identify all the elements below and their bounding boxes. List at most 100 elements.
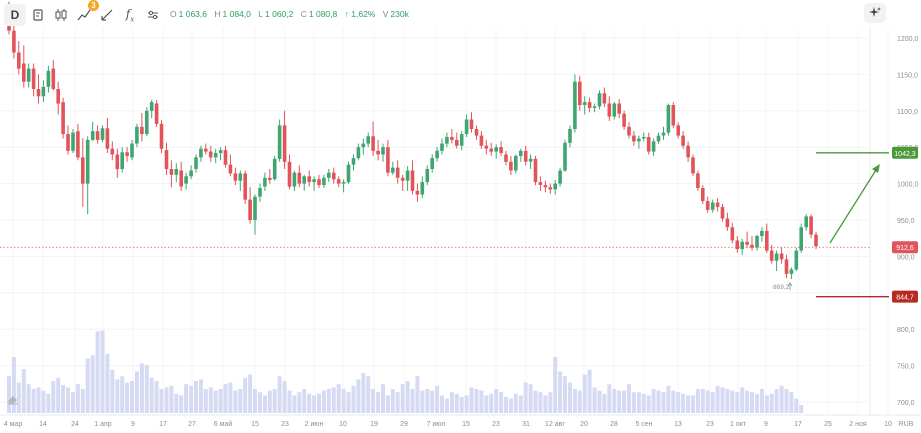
candle-body [573,81,577,129]
eraser-button[interactable] [5,392,21,406]
time-tick-label: 31 [522,421,530,428]
candle-body [194,157,198,169]
volume-bar [262,395,267,413]
drawing-button[interactable] [96,4,118,26]
candle-body [730,227,735,241]
candle-body [268,177,272,180]
candles-button[interactable] [50,4,72,26]
candle-body [799,227,803,251]
volume-bar [533,390,538,413]
fx-button[interactable]: fx [119,4,141,26]
volume-bar [184,384,189,413]
volume-bar [100,330,105,413]
volume-bar [46,393,51,413]
candle-body [661,132,666,136]
volume-bar [740,387,745,413]
candle-body [159,123,164,149]
candle-body [272,158,277,180]
volume-bar [331,387,336,413]
volume-bar [518,395,523,413]
volume-bar [631,392,636,413]
chart-type-button[interactable] [27,4,49,26]
candle-body [538,182,543,185]
chart-toolbar: D 3 fx [4,0,165,26]
candle-body [765,230,769,251]
close-key: C [300,9,307,19]
eraser-icon [8,396,18,405]
volume-bar [784,389,789,413]
volume-bar [686,395,691,413]
volume-bar [194,381,198,413]
volume-bar [7,376,11,413]
settings-button[interactable] [142,4,164,26]
candle-body [336,179,341,184]
volume-bar [656,390,661,413]
time-tick-label: 28 [610,421,618,428]
volume-bar [159,389,164,413]
candle-body [287,161,292,187]
candle-body [410,170,415,191]
candle-body [528,158,533,162]
candle-body [140,126,144,135]
candle-body [474,129,479,136]
volume-bar [208,387,213,413]
volume-bar [774,389,779,413]
interval-button[interactable]: D [4,4,26,26]
time-tick-label: 1 окт [730,421,747,428]
candle-body [735,240,740,250]
time-tick-label: 27 [188,421,196,428]
volume-bar [282,381,287,413]
price-tick-label: 700,0 [897,400,915,407]
volume-bar [484,395,489,413]
volume-bar [351,385,356,413]
low-price-annotation: 869,2 [773,284,790,291]
volume-bar [253,389,257,413]
candle-body [307,176,311,183]
candle-body [514,155,518,171]
candle-body [277,125,282,159]
candle-body [622,113,626,127]
volume-bar [292,395,297,413]
volume-bar [267,390,272,413]
time-tick-label: 12 авг [545,421,565,428]
high-value: 1 084,0 [222,9,251,19]
time-tick-label: 14 [39,421,47,428]
volume-bar [381,384,385,413]
candle-body [169,169,174,175]
indicators-button[interactable]: 3 [73,0,99,26]
candle-body [56,89,60,104]
volume-bar [459,397,464,413]
candle-body [553,183,557,190]
candle-body [164,150,169,169]
volume-bar [356,379,361,413]
candle-body [701,188,705,202]
candle-body [450,137,454,140]
candle-body [66,134,70,151]
forecast-arrow-head [872,164,880,173]
time-tick-label: 13 [674,421,682,428]
volume-bar [11,357,16,413]
time-tick-label: 29 [400,421,408,428]
time-tick-label: 1 апр [94,421,112,428]
candle-body [568,129,572,143]
volume-bar [21,369,26,413]
candle-body [228,164,233,174]
drawing-icon [101,9,113,21]
ai-assistant-button[interactable] [864,3,886,23]
volume-bar [272,389,277,413]
candle-body [804,216,808,228]
volume-bar [572,389,577,413]
volume-bar [105,353,110,413]
volume-bar [799,405,804,413]
volume-bar [730,390,735,413]
candle-body [366,136,370,144]
volume-bar [169,385,174,413]
volume-bar [307,393,312,413]
candle-body [36,89,41,97]
fx-icon: fx [126,7,134,23]
low-arrow-icon [787,282,793,290]
volume-bar [425,389,430,413]
candle-body [322,177,326,186]
candle-body [740,241,744,250]
